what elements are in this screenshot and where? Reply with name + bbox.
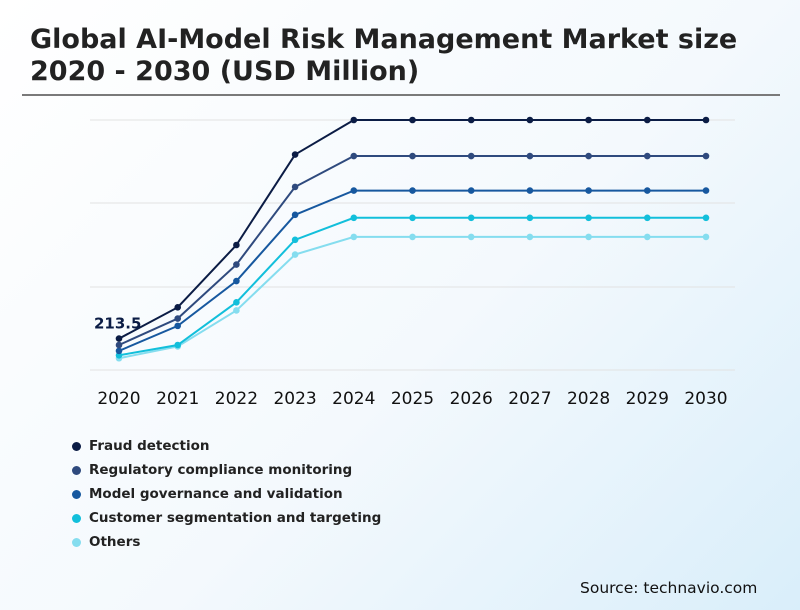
data-point [115,341,123,349]
x-tick-label: 2028 [567,389,610,409]
series-line [118,235,706,360]
data-point [291,211,299,219]
data-point [467,152,475,160]
x-tick-label: 2026 [450,389,493,409]
data-point [174,315,181,322]
data-point [644,214,651,222]
x-tick-label: 2022 [215,389,258,409]
x-tick-label: 2024 [332,389,375,409]
legend-label: Fraud detection [89,438,210,454]
data-point [350,187,358,194]
legend-item: Regulatory compliance monitoring [72,458,381,482]
data-point [233,241,240,249]
legend-marker-icon [72,441,81,451]
data-point [350,116,358,124]
x-tick-label: 2020 [97,389,140,409]
data-point [233,277,240,285]
data-point [350,152,358,160]
legend-label: Others [89,534,141,550]
data-point [702,233,710,241]
data-point [526,152,534,160]
data-point [291,251,299,258]
source-note: Source: technavio.com [580,579,758,597]
legend-label: Customer segmentation and targeting [89,510,382,526]
data-point [115,335,123,342]
data-point [467,116,475,124]
data-point [467,233,475,241]
chart-title: Global AI-Model Risk Management Market s… [30,24,738,87]
x-tick-label: 2023 [273,389,316,409]
data-point [115,347,123,355]
data-point [409,233,416,241]
data-point [233,307,240,314]
legend-marker-icon [72,489,81,499]
legend-marker-icon [72,537,81,547]
legend-marker-icon [72,513,81,523]
data-point [409,116,416,124]
data-point [409,152,416,160]
legend-marker-icon [72,465,81,475]
series-line [118,155,706,346]
data-point [526,233,534,241]
data-point [585,233,592,241]
data-point [350,214,358,222]
data-point [585,214,592,222]
x-tick-label: 2025 [391,389,434,409]
data-point [291,183,299,191]
data-point [233,299,240,306]
data-point [291,236,299,244]
title-divider [22,94,780,96]
data-point [702,187,710,194]
data-point [644,233,651,241]
data-point [585,152,592,160]
legend-label: Regulatory compliance monitoring [89,462,353,478]
x-tick-label: 2029 [626,389,669,409]
x-tick-label: 2021 [156,389,199,409]
data-point [467,214,475,222]
data-point [526,116,534,124]
data-point [174,341,181,349]
legend-item: Customer segmentation and targeting [72,506,381,530]
data-point [644,116,651,124]
data-point [702,116,710,124]
data-point [467,187,475,194]
legend-label: Model governance and validation [89,486,343,502]
data-point [291,151,299,158]
legend-item: Model governance and validation [72,482,381,506]
legend-item: Others [72,530,381,554]
data-label: 213.5 [94,315,141,333]
data-point [526,214,534,222]
data-point [174,322,181,330]
data-point [409,214,416,222]
data-point [526,187,534,194]
data-point [174,304,181,311]
data-point [702,214,710,222]
x-tick-label: 2027 [508,389,551,409]
data-point [350,233,358,241]
legend-item: Fraud detection [72,434,381,458]
data-point [585,116,592,124]
data-point [585,187,592,194]
data-point [409,187,416,194]
data-point [233,261,240,268]
data-point [644,152,651,160]
data-point [702,152,710,160]
data-point [644,187,651,194]
chart-legend: Fraud detection Regulatory compliance mon… [72,434,381,554]
x-tick-label: 2030 [684,389,727,409]
